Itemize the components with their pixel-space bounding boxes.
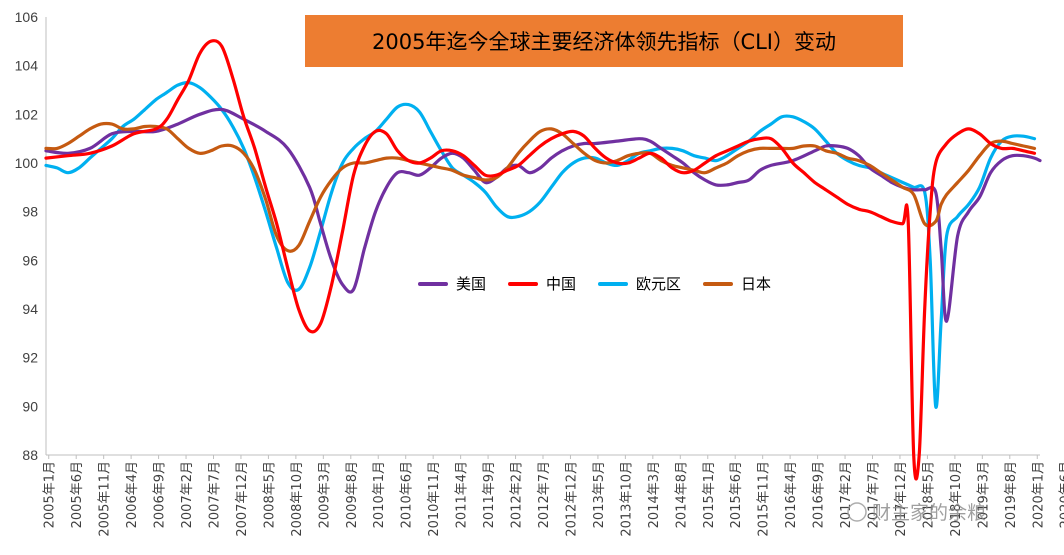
x-tick-label: 2007年2月 xyxy=(180,461,195,528)
x-tick-label: 2011年9月 xyxy=(482,461,497,528)
x-tick-label: 2010年1月 xyxy=(372,461,387,528)
x-tick-label: 2008年10月 xyxy=(290,461,305,537)
wechat-icon xyxy=(847,502,867,522)
legend-swatch-china xyxy=(508,281,539,286)
y-tick-label: 100 xyxy=(15,155,39,171)
x-tick-label: 2020年6月 xyxy=(1059,461,1064,528)
y-tick-label: 98 xyxy=(22,204,38,220)
x-tick-label: 2014年3月 xyxy=(647,461,662,528)
x-tick-label: 2008年5月 xyxy=(262,461,277,528)
legend-label-china: 中国 xyxy=(546,275,577,293)
series-line-0 xyxy=(44,107,1042,323)
x-tick-label: 2006年9月 xyxy=(153,461,168,528)
x-tick-label: 2009年3月 xyxy=(317,461,332,528)
x-tick-label: 2017年7月 xyxy=(867,461,882,528)
x-tick-label: 2011年4月 xyxy=(455,461,470,528)
x-tick-label: 2019年8月 xyxy=(1004,461,1019,528)
y-tick-label: 90 xyxy=(22,398,38,414)
y-axis: 88 90 92 94 96 98 100 102 104 106 xyxy=(15,9,47,463)
legend-item-us: 美国 xyxy=(418,273,486,294)
watermark-text: 财主家的余粮 xyxy=(872,502,986,524)
chart-title: 2005年迄今全球主要经济体领先指标（CLI）变动 xyxy=(305,15,903,67)
x-tick-label: 2005年1月 xyxy=(43,461,58,528)
legend: 美国 中国 欧元区 日本 xyxy=(418,273,771,294)
legend-swatch-eurozone xyxy=(598,281,629,286)
x-tick-label: 2007年12月 xyxy=(235,461,250,537)
series-line-3 xyxy=(44,121,1037,253)
x-tick-label: 2005年6月 xyxy=(70,461,85,528)
x-tick-label: 2016年4月 xyxy=(784,461,799,528)
x-tick-label: 2017年2月 xyxy=(839,461,854,528)
x-tick-label: 2015年11月 xyxy=(757,461,772,537)
y-tick-label: 88 xyxy=(22,447,38,463)
x-axis: 2005年1月 2005年6月 2005年11月 2006年4月 2006年9月 2007… xyxy=(43,454,1064,537)
x-tick-label: 2006年4月 xyxy=(125,461,140,528)
x-tick-label: 2014年8月 xyxy=(674,461,689,528)
legend-label-eurozone: 欧元区 xyxy=(636,275,682,293)
x-tick-label: 2017年12月 xyxy=(894,461,909,537)
x-tick-label: 2012年7月 xyxy=(537,461,552,528)
x-tick-label: 2009年8月 xyxy=(345,461,360,528)
y-tick-label: 92 xyxy=(22,350,38,366)
y-tick-label: 104 xyxy=(15,58,39,74)
x-tick-label: 2007年7月 xyxy=(207,461,222,528)
legend-label-japan: 日本 xyxy=(741,275,772,293)
legend-swatch-japan xyxy=(703,281,734,286)
watermark: 财主家的余粮 xyxy=(847,502,986,524)
legend-item-china: 中国 xyxy=(508,273,576,294)
legend-label-us: 美国 xyxy=(456,275,487,293)
x-tick-label: 2013年5月 xyxy=(592,461,607,528)
x-tick-label: 2018年10月 xyxy=(949,461,964,537)
x-tick-label: 2015年6月 xyxy=(729,461,744,528)
y-tick-label: 102 xyxy=(15,106,39,122)
series-line-2 xyxy=(44,81,1037,409)
x-tick-label: 2012年12月 xyxy=(564,461,579,537)
legend-item-japan: 日本 xyxy=(703,273,771,294)
y-tick-label: 94 xyxy=(22,301,38,317)
chart-title-text: 2005年迄今全球主要经济体领先指标（CLI）变动 xyxy=(372,30,836,54)
series-line-1 xyxy=(44,39,1037,481)
series-layer xyxy=(44,39,1042,481)
x-tick-label: 2012年2月 xyxy=(510,461,525,528)
x-tick-label: 2018年5月 xyxy=(921,461,936,528)
legend-swatch-us xyxy=(418,281,448,286)
x-tick-label: 2015年1月 xyxy=(702,461,717,528)
x-tick-label: 2020年1月 xyxy=(1031,461,1046,528)
x-tick-label: 2005年11月 xyxy=(98,461,113,537)
legend-item-eurozone: 欧元区 xyxy=(598,273,681,294)
x-tick-label: 2019年3月 xyxy=(976,461,991,528)
x-tick-label: 2010年11月 xyxy=(427,461,442,537)
x-tick-label: 2016年9月 xyxy=(812,461,827,528)
x-tick-label: 2013年10月 xyxy=(619,461,634,537)
y-tick-label: 106 xyxy=(15,9,39,25)
x-tick-label: 2010年6月 xyxy=(400,461,415,528)
y-tick-label: 96 xyxy=(22,252,38,268)
